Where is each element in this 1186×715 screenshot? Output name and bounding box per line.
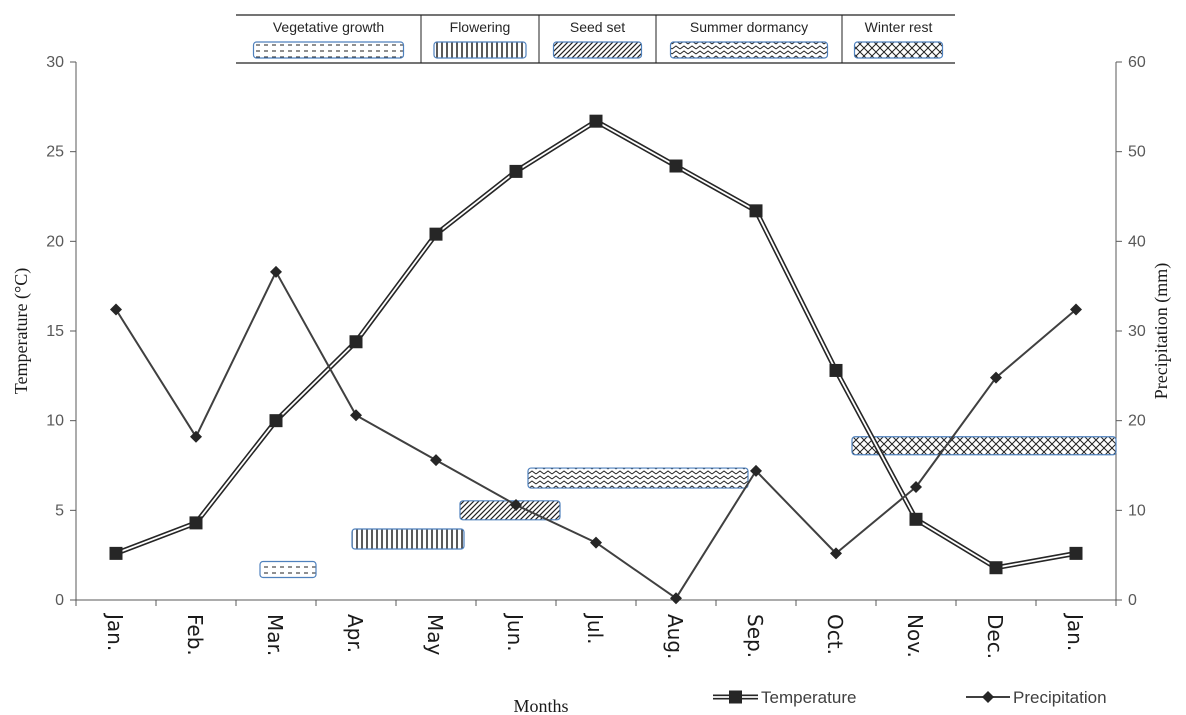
- x-tick-label: Oct.: [823, 614, 847, 655]
- phase-bar-dashes: [259, 560, 317, 579]
- x-tick-label: Aug.: [663, 614, 687, 659]
- x-tick-label: Jan.: [1063, 612, 1087, 651]
- temperature-point: [189, 516, 203, 530]
- right-tick-label: 0: [1128, 592, 1137, 609]
- phase-legend-swatch-vertical: [433, 41, 527, 59]
- left-tick-label: 5: [55, 502, 64, 519]
- precipitation-point: [510, 498, 522, 511]
- x-tick-label: Dec.: [983, 614, 1007, 659]
- series-legend: Temperature Precipitation: [713, 688, 1107, 707]
- x-tick-label: Jan.: [103, 612, 127, 651]
- x-tick-label: Nov.: [903, 614, 927, 658]
- x-axis-title: Months: [513, 696, 568, 715]
- x-tick-label: Feb.: [183, 614, 207, 656]
- temperature-point: [109, 546, 123, 560]
- temperature-line-outer: [115, 118, 1077, 571]
- temperature-point: [669, 159, 683, 173]
- phase-bar-vertical: [351, 528, 465, 550]
- temperature-point: [269, 414, 283, 428]
- precipitation-point: [990, 371, 1002, 384]
- phase-legend-label: Seed set: [570, 19, 625, 35]
- phase-legend-swatch-diagonal: [552, 41, 643, 59]
- axes: 0 5 10 15 20 25 30 0 10 20 30 40 50 60 Jan. Feb. Mar. Apr…: [11, 54, 1172, 715]
- phase-bar-zigzag: [527, 467, 749, 489]
- phase-legend: Vegetative growth Flowering Seed set Summer…: [236, 14, 955, 64]
- right-tick-label: 50: [1128, 144, 1146, 161]
- phase-legend-swatch-dashes: [252, 41, 405, 59]
- precipitation-point: [1070, 303, 1082, 316]
- x-tick-label: Jun.: [503, 612, 527, 652]
- temperature-point: [989, 561, 1003, 575]
- phase-bar-diagonal: [459, 500, 561, 521]
- phase-bar-crosshatch: [851, 436, 1117, 456]
- x-tick-label: May: [423, 614, 447, 656]
- legend-precipitation-marker: [982, 691, 994, 703]
- temperature-point: [749, 204, 763, 218]
- right-tick-label: 30: [1128, 323, 1146, 340]
- phase-bars: [259, 436, 1117, 579]
- right-tick-label: 10: [1128, 502, 1146, 519]
- precipitation-point: [110, 303, 122, 316]
- phase-legend-swatch-crosshatch: [853, 41, 944, 59]
- right-tick-label: 60: [1128, 54, 1146, 71]
- x-tick-label: Apr.: [343, 614, 367, 653]
- phase-legend-swatch-zigzag: [669, 41, 829, 59]
- legend-temperature-label: Temperature: [761, 688, 856, 707]
- x-tick-label: Jul.: [583, 612, 607, 645]
- left-tick-label: 10: [46, 413, 64, 430]
- precipitation-point: [910, 481, 922, 494]
- temperature-line-inner: [115, 120, 1077, 569]
- data-series: [109, 114, 1083, 605]
- left-axis-title: Temperature (°C): [11, 268, 32, 394]
- legend-precipitation-label: Precipitation: [1013, 688, 1107, 707]
- precipitation-point: [190, 430, 202, 443]
- precipitation-point: [830, 547, 842, 560]
- phase-legend-label: Flowering: [450, 19, 511, 35]
- left-tick-label: 20: [46, 233, 64, 250]
- left-tick-label: 15: [46, 323, 64, 340]
- right-tick-label: 40: [1128, 233, 1146, 250]
- precipitation-point: [430, 454, 442, 467]
- temperature-point: [349, 335, 363, 349]
- right-tick-label: 20: [1128, 413, 1146, 430]
- x-tick-label: Mar.: [263, 614, 287, 656]
- x-tick-label: Sep.: [743, 614, 767, 658]
- precipitation-point: [750, 464, 762, 477]
- precipitation-point: [590, 536, 602, 549]
- phase-legend-label: Vegetative growth: [273, 19, 384, 35]
- phase-legend-label: Winter rest: [865, 19, 933, 35]
- temperature-point: [509, 164, 523, 178]
- temperature-point: [829, 363, 843, 377]
- temperature-point: [909, 512, 923, 526]
- left-tick-label: 25: [46, 144, 64, 161]
- left-tick-label: 0: [55, 592, 64, 609]
- right-axis-title: Precipitation (mm): [1151, 263, 1172, 399]
- precipitation-point: [350, 409, 362, 422]
- precipitation-point: [670, 592, 682, 605]
- temperature-point: [589, 114, 603, 128]
- left-tick-label: 30: [46, 54, 64, 71]
- temperature-point: [429, 227, 443, 241]
- precipitation-point: [270, 265, 282, 278]
- temperature-point: [1069, 546, 1083, 560]
- precipitation-line: [115, 270, 1077, 600]
- legend-temperature-marker: [729, 690, 742, 704]
- phase-legend-label: Summer dormancy: [690, 19, 808, 35]
